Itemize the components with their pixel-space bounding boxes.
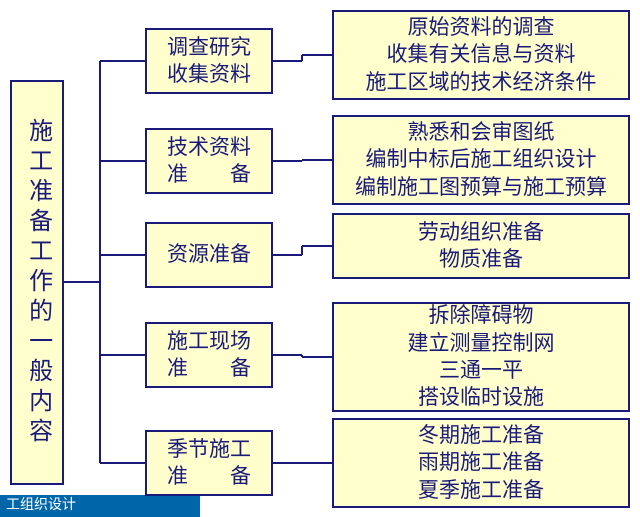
- detail-node-line: 原始资料的调查: [408, 14, 555, 41]
- mid-node-line: 调查研究: [167, 34, 251, 61]
- mid-node-line: 准 备: [167, 355, 251, 382]
- detail-node-line: 冬期施工准备: [418, 422, 544, 449]
- mid-node-line: 季节施工: [167, 436, 251, 463]
- mid-node: 调查研究收集资料: [145, 28, 273, 94]
- footer-text: 工组织设计: [6, 498, 76, 513]
- mid-node-line: 技术资料: [167, 134, 251, 161]
- mid-node-line: 施工现场: [167, 328, 251, 355]
- detail-node-line: 劳动组织准备: [418, 219, 544, 246]
- mid-node-line: 收集资料: [167, 61, 251, 88]
- footer-strip: 工组织设计: [0, 495, 200, 517]
- detail-node-line: 建立测量控制网: [408, 330, 555, 357]
- detail-node: 冬期施工准备雨期施工准备夏季施工准备: [332, 418, 630, 508]
- mid-node-line: 资源准备: [167, 241, 251, 268]
- mid-node: 技术资料准 备: [145, 128, 273, 194]
- detail-node-line: 三通一平: [439, 357, 523, 384]
- detail-node-line: 施工区域的技术经济条件: [366, 69, 597, 96]
- diagram-canvas: 施工准备工作的一般内容 工组织设计 ✦ 一级市政建造师 调查研究收集资料原始资料…: [0, 0, 640, 517]
- detail-node-line: 搭设临时设施: [418, 384, 544, 411]
- detail-node-line: 编制中标后施工组织设计: [366, 146, 597, 173]
- detail-node: 原始资料的调查收集有关信息与资料施工区域的技术经济条件: [332, 10, 630, 100]
- root-node: 施工准备工作的一般内容: [10, 80, 64, 485]
- mid-node: 季节施工准 备: [145, 430, 273, 496]
- mid-node: 施工现场准 备: [145, 322, 273, 388]
- detail-node: 劳动组织准备物质准备: [332, 213, 630, 279]
- detail-node-line: 编制施工图预算与施工预算: [355, 174, 607, 201]
- detail-node: 熟悉和会审图纸编制中标后施工组织设计编制施工图预算与施工预算: [332, 115, 630, 205]
- mid-node-line: 准 备: [167, 463, 251, 490]
- detail-node-line: 收集有关信息与资料: [387, 41, 576, 68]
- detail-node-line: 拆除障碍物: [429, 302, 534, 329]
- root-title: 施工准备工作的一般内容: [21, 118, 52, 448]
- detail-node-line: 物质准备: [439, 246, 523, 273]
- mid-node: 资源准备: [145, 222, 273, 288]
- detail-node-line: 雨期施工准备: [418, 449, 544, 476]
- detail-node: 拆除障碍物建立测量控制网三通一平搭设临时设施: [332, 302, 630, 412]
- detail-node-line: 熟悉和会审图纸: [408, 119, 555, 146]
- mid-node-line: 准 备: [167, 161, 251, 188]
- detail-node-line: 夏季施工准备: [418, 477, 544, 504]
